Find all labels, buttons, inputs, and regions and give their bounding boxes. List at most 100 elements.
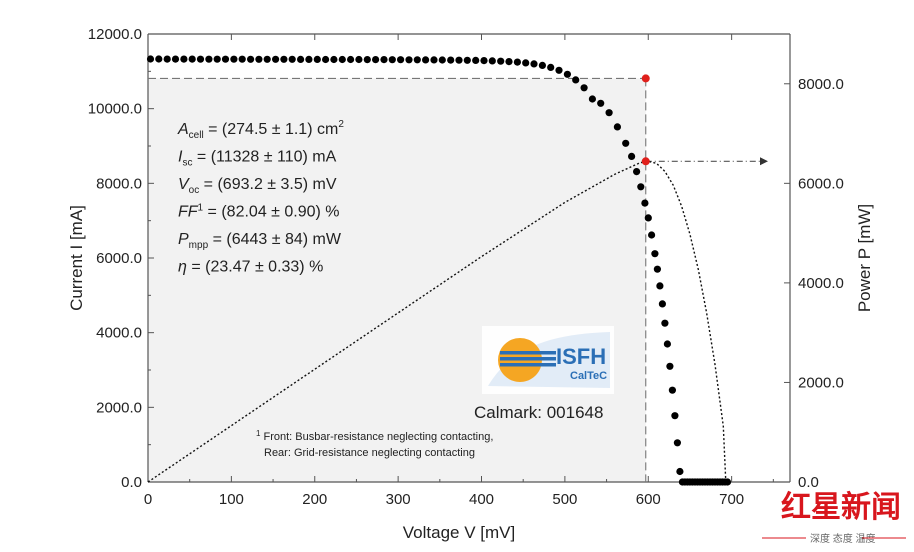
footnote-line-2: Rear: Grid-resistance neglecting contact… — [264, 447, 475, 459]
tick-marks: 0 100 200 300 400 500 600 700 0.0 2000.0 4000.0 600… — [88, 26, 844, 508]
data-point — [263, 55, 271, 63]
param-value: = (11328 ± 110) mA — [192, 149, 336, 166]
arrow-head-icon — [760, 157, 768, 166]
data-point — [288, 55, 296, 63]
data-point — [338, 55, 346, 64]
data-point — [405, 56, 413, 64]
x-tick-label: 600 — [636, 491, 661, 508]
data-point — [605, 109, 613, 117]
param-symbol: η — [178, 259, 187, 276]
data-point — [397, 56, 405, 64]
data-point — [322, 55, 330, 64]
data-point — [272, 55, 280, 63]
data-point — [530, 60, 538, 68]
x-axis-title: Voltage V [mV] — [403, 523, 515, 542]
y-right-tick-label: 2000.0 — [798, 374, 844, 391]
data-point — [413, 56, 421, 64]
param-subscript: mpp — [189, 240, 209, 251]
watermark-tagline: 深度 态度 温度 — [810, 532, 876, 545]
data-point — [363, 56, 371, 64]
data-point — [644, 214, 652, 222]
data-point — [522, 59, 530, 67]
data-point — [637, 183, 645, 191]
param-subscript: oc — [189, 185, 200, 196]
param-subscript: cell — [189, 130, 204, 141]
data-point — [155, 55, 163, 63]
data-point — [663, 340, 672, 348]
y-left-tick-label: 6000.0 — [96, 250, 142, 267]
y-left-tick-label: 12000.0 — [88, 26, 142, 43]
data-point — [628, 152, 636, 160]
data-point — [221, 55, 230, 63]
data-point — [163, 55, 171, 63]
y-left-tick-label: 8000.0 — [96, 175, 142, 192]
y-left-tick-label: 2000.0 — [96, 399, 142, 416]
data-point — [538, 61, 547, 69]
data-point — [633, 168, 641, 176]
y-left-tick-label: 4000.0 — [96, 325, 142, 342]
data-point — [422, 56, 430, 64]
data-point — [480, 57, 488, 65]
data-point — [238, 55, 246, 63]
isfh-logo: ISFH CalTeC — [482, 326, 614, 394]
data-point — [653, 265, 662, 273]
param-symbol: P — [178, 231, 189, 248]
data-point — [171, 55, 180, 63]
data-point — [305, 55, 313, 64]
y-right-tick-label: 0.0 — [798, 474, 819, 491]
logo-main-text: ISFH — [556, 344, 606, 369]
data-point — [347, 55, 355, 64]
data-point — [205, 55, 213, 63]
data-point — [580, 84, 588, 92]
mpp-power-marker — [641, 157, 650, 166]
data-point — [355, 55, 363, 64]
param-unit-superscript: 2 — [338, 119, 344, 130]
data-point — [666, 362, 674, 370]
data-point — [455, 56, 463, 64]
footnote-mark: 1 — [256, 429, 261, 438]
data-point — [648, 231, 656, 239]
current-data-points — [146, 55, 732, 486]
calmark-label: Calmark: 001648 — [474, 403, 603, 422]
data-point — [661, 319, 669, 327]
parameter-line: Pmpp = (6443 ± 84) mW — [178, 231, 342, 251]
logo-sub-text: CalTeC — [570, 370, 607, 382]
mpp-current-marker — [641, 74, 650, 83]
data-point — [447, 56, 455, 64]
data-point — [438, 56, 446, 64]
param-value: = (82.04 ± 0.90) % — [203, 204, 339, 221]
data-point — [146, 55, 155, 63]
data-point — [472, 56, 480, 64]
data-point — [196, 55, 205, 63]
data-point — [488, 57, 496, 65]
data-point — [547, 63, 555, 71]
parameter-line: Acell = (274.5 ± 1.1) cm2 — [177, 119, 344, 141]
data-point — [247, 55, 255, 63]
data-point — [313, 55, 321, 64]
data-point — [555, 66, 563, 74]
data-point — [463, 56, 471, 64]
param-value: = (6443 ± 84) mW — [208, 231, 342, 248]
data-point — [572, 76, 580, 84]
param-superscript: 1 — [198, 203, 204, 214]
param-value: = (23.47 ± 0.33) % — [187, 259, 323, 276]
footnote-text-1: Front: Busbar-resistance neglecting cont… — [260, 431, 493, 443]
data-point — [280, 55, 288, 63]
data-point — [513, 58, 522, 66]
data-point — [656, 282, 664, 290]
data-point — [505, 58, 513, 66]
data-point — [671, 412, 679, 420]
x-tick-label: 700 — [719, 491, 744, 508]
data-point — [297, 55, 305, 64]
mpp-shaded-area — [148, 78, 646, 482]
param-symbol: FF — [178, 204, 199, 221]
param-symbol: A — [177, 121, 189, 138]
parameter-line: Voc = (693.2 ± 3.5) mV — [178, 176, 337, 196]
data-point — [622, 139, 630, 147]
param-symbol: V — [178, 176, 190, 193]
data-point — [597, 99, 605, 107]
param-value: = (274.5 ± 1.1) cm — [204, 121, 339, 138]
y-right-axis-title: Power P [mW] — [855, 204, 874, 312]
x-tick-label: 200 — [302, 491, 327, 508]
data-point — [641, 199, 649, 207]
